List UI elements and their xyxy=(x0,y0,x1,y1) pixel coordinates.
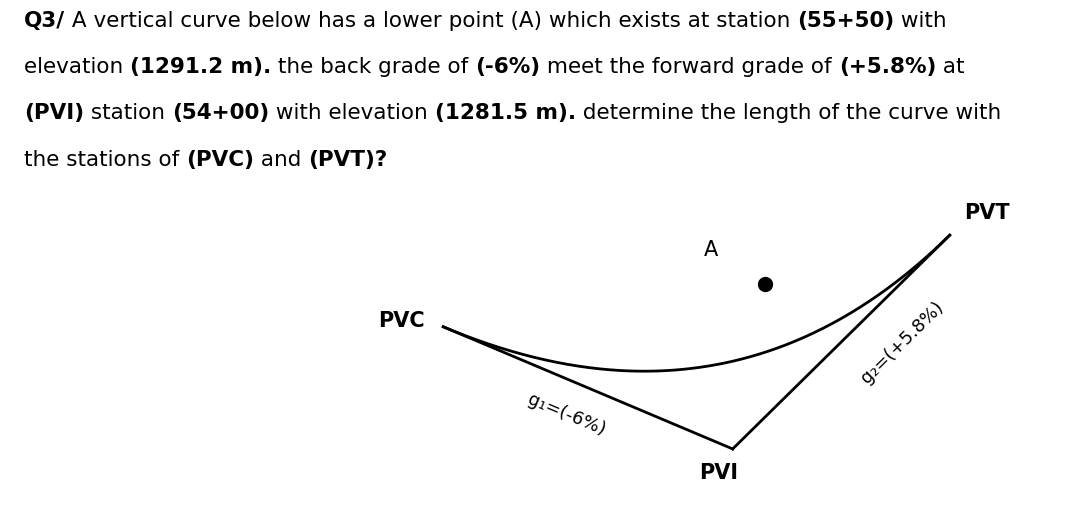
Text: (1281.5 m).: (1281.5 m). xyxy=(434,103,576,124)
Text: (PVT)?: (PVT)? xyxy=(308,150,388,170)
Text: g₂=(+5.8%): g₂=(+5.8%) xyxy=(856,298,947,387)
Text: (55+50): (55+50) xyxy=(797,11,894,31)
Text: (PVI): (PVI) xyxy=(24,103,84,124)
Text: at: at xyxy=(936,57,964,77)
Text: PVI: PVI xyxy=(699,463,738,483)
Text: determine the length of the curve with: determine the length of the curve with xyxy=(576,103,1001,124)
Text: g₁=(-6%): g₁=(-6%) xyxy=(525,390,608,439)
Text: A: A xyxy=(704,240,718,260)
Text: (+5.8%): (+5.8%) xyxy=(839,57,936,77)
Text: A vertical curve below has a lower point (A) which exists at station: A vertical curve below has a lower point… xyxy=(65,11,797,31)
Text: (-6%): (-6%) xyxy=(475,57,540,77)
Text: (1291.2 m).: (1291.2 m). xyxy=(130,57,271,77)
Text: meet the forward grade of: meet the forward grade of xyxy=(540,57,839,77)
Text: Q3/: Q3/ xyxy=(24,11,65,31)
Text: PVC: PVC xyxy=(378,310,424,331)
Text: PVT: PVT xyxy=(964,203,1010,223)
Text: (PVC): (PVC) xyxy=(186,150,254,170)
Text: (54+00): (54+00) xyxy=(172,103,269,124)
Text: the back grade of: the back grade of xyxy=(271,57,475,77)
Text: station: station xyxy=(84,103,172,124)
Text: with: with xyxy=(894,11,947,31)
Text: the stations of: the stations of xyxy=(24,150,186,170)
Text: and: and xyxy=(254,150,308,170)
Text: elevation: elevation xyxy=(24,57,130,77)
Text: with elevation: with elevation xyxy=(269,103,434,124)
